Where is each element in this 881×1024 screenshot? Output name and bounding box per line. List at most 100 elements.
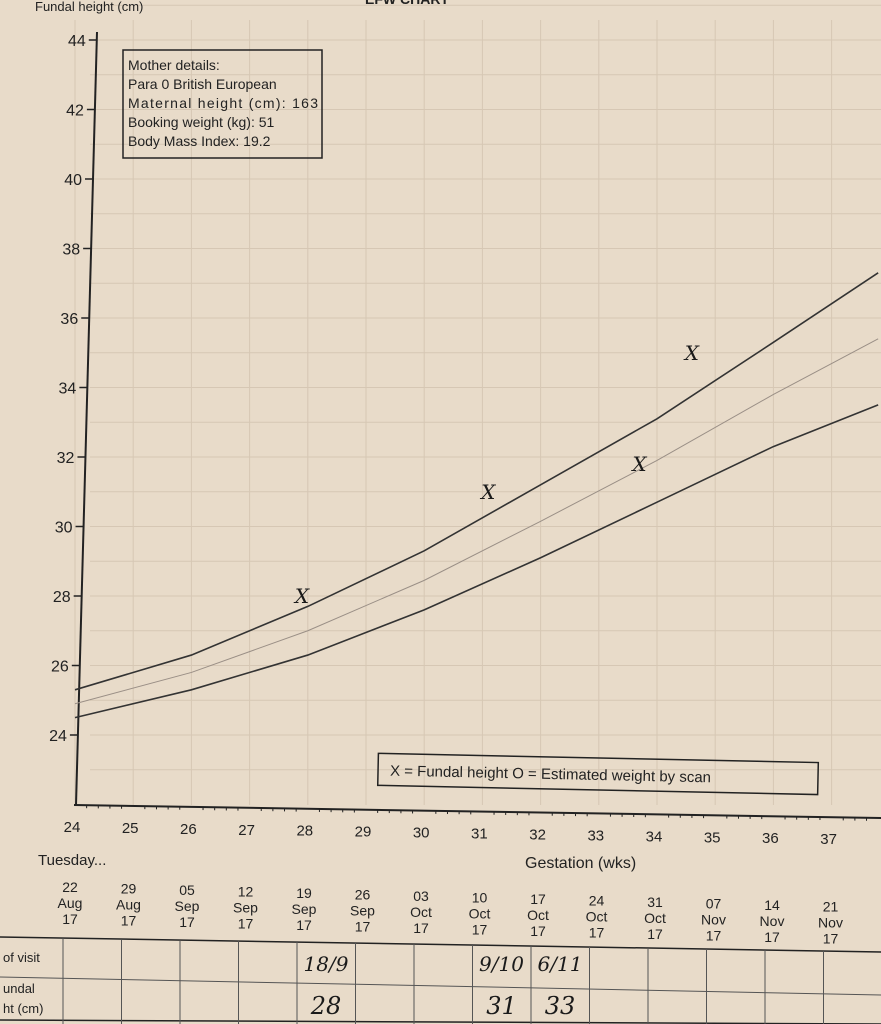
x-tick-label: 32 [529,826,546,843]
x-tick-label: 34 [646,828,663,845]
fundal-height-point: X [630,452,647,476]
x-tick-label: 35 [704,829,721,846]
table-border [0,976,881,996]
lower-centile-curve [74,404,879,719]
date-label: 14 [764,897,780,913]
chart-header: EFW CHART [365,0,449,7]
date-label: Sep [233,900,258,916]
y-tick-label: 36 [60,311,78,328]
y-tick-label: 42 [66,103,84,120]
date-label: 19 [296,885,312,901]
table-border [0,936,881,953]
row-label: ht (cm) [3,1001,43,1016]
date-label: 17 [647,926,663,942]
mother-detail-line: Mother details: [128,57,220,73]
fundal-height-point: X [479,480,496,504]
handwritten-entry: 18/9 [304,952,349,976]
x-tick-label: 26 [180,821,197,838]
y-tick-label: 38 [62,242,80,259]
y-axis [75,31,98,806]
table-border [0,1019,881,1024]
upper-centile-curve [74,272,879,691]
date-label: 17 [296,917,312,933]
y-tick-label: 28 [53,589,71,606]
x-axis-label: Gestation (wks) [525,855,636,872]
date-label: Aug [116,897,141,913]
date-label: Nov [701,912,726,928]
median-curve [74,338,879,705]
date-label: Oct [586,909,608,925]
y-tick-label: 30 [55,520,73,537]
legend: X = Fundal height O = Estimated weight b… [376,752,820,796]
x-tick-label: 31 [471,826,488,843]
date-label: Nov [818,915,843,931]
y-tick-label: 24 [49,728,67,745]
x-tick-label: 36 [762,830,779,847]
handwritten-entry: 31 [486,992,517,1020]
row-label: of visit [3,950,40,965]
x-tick-label: 33 [587,827,604,844]
date-label: 17 [530,891,546,907]
date-label: 24 [589,893,605,909]
date-label: Sep [175,898,200,914]
handwritten-entry: 33 [545,992,576,1020]
x-tick-label: 30 [413,825,430,842]
y-tick-label: 32 [57,450,75,467]
mother-details-box [122,49,323,159]
x-tick-label: 24 [64,819,81,836]
date-label: 07 [706,896,722,912]
date-label: Oct [410,904,432,920]
date-label: Oct [644,910,666,926]
date-label: 05 [179,882,195,898]
handwritten-entry: 9/10 [479,952,524,976]
date-label: 17 [121,913,137,929]
date-label: 17 [764,929,780,945]
date-label: 12 [238,884,254,900]
date-label: 22 [62,879,78,895]
y-tick-label: 40 [64,172,82,189]
y-tick-label: 26 [51,659,69,676]
date-label: 03 [413,888,429,904]
date-label: Aug [58,895,83,911]
date-label: 29 [121,881,137,897]
y-tick-label: 44 [68,33,86,50]
y-tick-label: 34 [59,381,77,398]
handwritten-entry: 28 [310,992,342,1020]
date-label: 10 [472,890,488,906]
x-tick-label: 37 [820,831,837,848]
mother-detail-line: Body Mass Index: 19.2 [128,133,271,149]
dates-label: Tuesday... [38,852,106,869]
mother-detail-line: Maternal height (cm): 163 [128,95,318,111]
date-label: 17 [62,911,78,927]
date-label: Sep [292,901,317,917]
date-label: 31 [647,894,663,910]
mother-detail-line: Para 0 British European [128,76,277,92]
date-label: 17 [355,919,371,935]
date-label: 17 [530,923,546,939]
date-label: 17 [706,928,722,944]
x-axis [73,804,881,819]
date-label: 17 [413,920,429,936]
legend-text: X = Fundal height O = Estimated weight b… [390,763,711,787]
handwritten-entry: 6/11 [538,952,583,976]
fundal-height-point: X [683,341,700,365]
date-label: Sep [350,903,375,919]
x-tick-label: 27 [238,822,255,839]
date-label: 17 [589,925,605,941]
date-label: 26 [355,887,371,903]
date-label: Oct [527,907,549,923]
date-label: Oct [469,906,491,922]
x-tick-label: 28 [296,823,313,840]
row-label: undal [3,981,35,996]
x-tick-label: 29 [355,824,372,841]
mother-detail-line: Booking weight (kg): 51 [128,114,275,130]
date-label: 21 [823,899,839,915]
y-axis-label: Fundal height (cm) [35,0,143,14]
date-label: 17 [179,914,195,930]
date-label: 17 [823,931,839,947]
x-tick-label: 25 [122,820,139,837]
date-label: Nov [760,913,785,929]
fundal-height-point: X [293,584,310,608]
date-label: 17 [472,922,488,938]
